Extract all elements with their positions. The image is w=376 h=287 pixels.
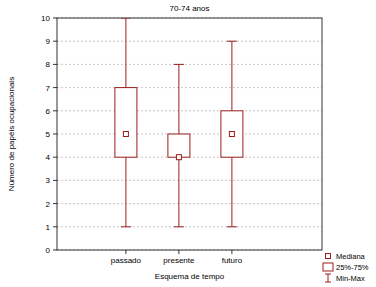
cap-max	[121, 18, 131, 19]
whisker-upper	[231, 41, 232, 111]
y-tick	[53, 203, 57, 204]
box	[221, 111, 243, 157]
y-tick-label: 3	[46, 176, 51, 185]
legend-swatch-median	[326, 254, 331, 259]
whisker-lower	[125, 157, 126, 227]
y-tick	[53, 87, 57, 88]
y-axis-label: Número de papéis ocupacionais	[7, 77, 16, 191]
x-axis-label: Esquema de tempo	[155, 272, 225, 281]
y-tick	[53, 250, 57, 251]
y-tick-label: 10	[41, 14, 50, 23]
y-tick-label: 4	[46, 153, 51, 162]
y-tick	[53, 226, 57, 227]
y-tick-label: 1	[46, 223, 51, 232]
plot-frame	[57, 18, 322, 250]
median	[123, 132, 128, 137]
x-tick-label: futuro	[222, 256, 243, 265]
x-tick	[125, 250, 126, 254]
whisker-upper	[178, 64, 179, 134]
cap-min	[121, 226, 131, 227]
y-tick	[53, 110, 57, 111]
legend-label: Min-Max	[336, 274, 365, 283]
y-tick-label: 9	[46, 37, 51, 46]
y-tick	[53, 18, 57, 19]
cap-min	[174, 226, 184, 227]
grid-line	[57, 226, 322, 227]
grid-line	[57, 64, 322, 65]
cap-max	[227, 41, 237, 42]
chart: 0 1 2 3 4 5 6 7 8 9 10 passado presente futuro 70-74 a…	[0, 0, 376, 287]
y-tick-label: 6	[46, 107, 51, 116]
whisker-lower	[231, 157, 232, 227]
median	[176, 155, 181, 160]
y-tick	[53, 41, 57, 42]
legend-swatch-whisker	[328, 274, 329, 282]
y-tick	[53, 180, 57, 181]
boxes	[115, 18, 243, 227]
title: 70-74 anos	[169, 4, 209, 13]
y-tick	[53, 134, 57, 135]
legend: Mediana 25%-75% Min-Max	[323, 252, 369, 283]
whisker-upper	[125, 18, 126, 88]
whisker-lower	[178, 157, 179, 227]
grid-line	[57, 110, 322, 111]
y-tick-label: 2	[46, 200, 51, 209]
box	[115, 88, 137, 158]
cap-min	[227, 226, 237, 227]
y-tick-label: 0	[46, 246, 51, 255]
legend-label: 25%-75%	[336, 263, 369, 272]
cap-max	[174, 64, 184, 65]
y-tick-label: 8	[46, 60, 51, 69]
x-tick	[178, 250, 179, 254]
legend-swatch-cap	[325, 282, 331, 283]
box	[168, 134, 190, 157]
grid-line	[57, 180, 322, 181]
y-tick	[53, 64, 57, 65]
y-tick-label: 7	[46, 84, 51, 93]
chart-container: 0 1 2 3 4 5 6 7 8 9 10 passado presente futuro 70-74 a…	[0, 0, 376, 287]
median	[229, 132, 234, 137]
grid-line	[57, 41, 322, 42]
x-tick-label: passado	[111, 256, 142, 265]
x-tick-label: presente	[163, 256, 195, 265]
y-tick-label: 5	[46, 130, 51, 139]
legend-label: Mediana	[336, 252, 366, 261]
x-tick	[231, 250, 232, 254]
legend-swatch-cap	[325, 274, 331, 275]
y-tick	[53, 157, 57, 158]
legend-swatch-box	[323, 263, 333, 271]
grid-line	[57, 87, 322, 88]
grid-line	[57, 203, 322, 204]
